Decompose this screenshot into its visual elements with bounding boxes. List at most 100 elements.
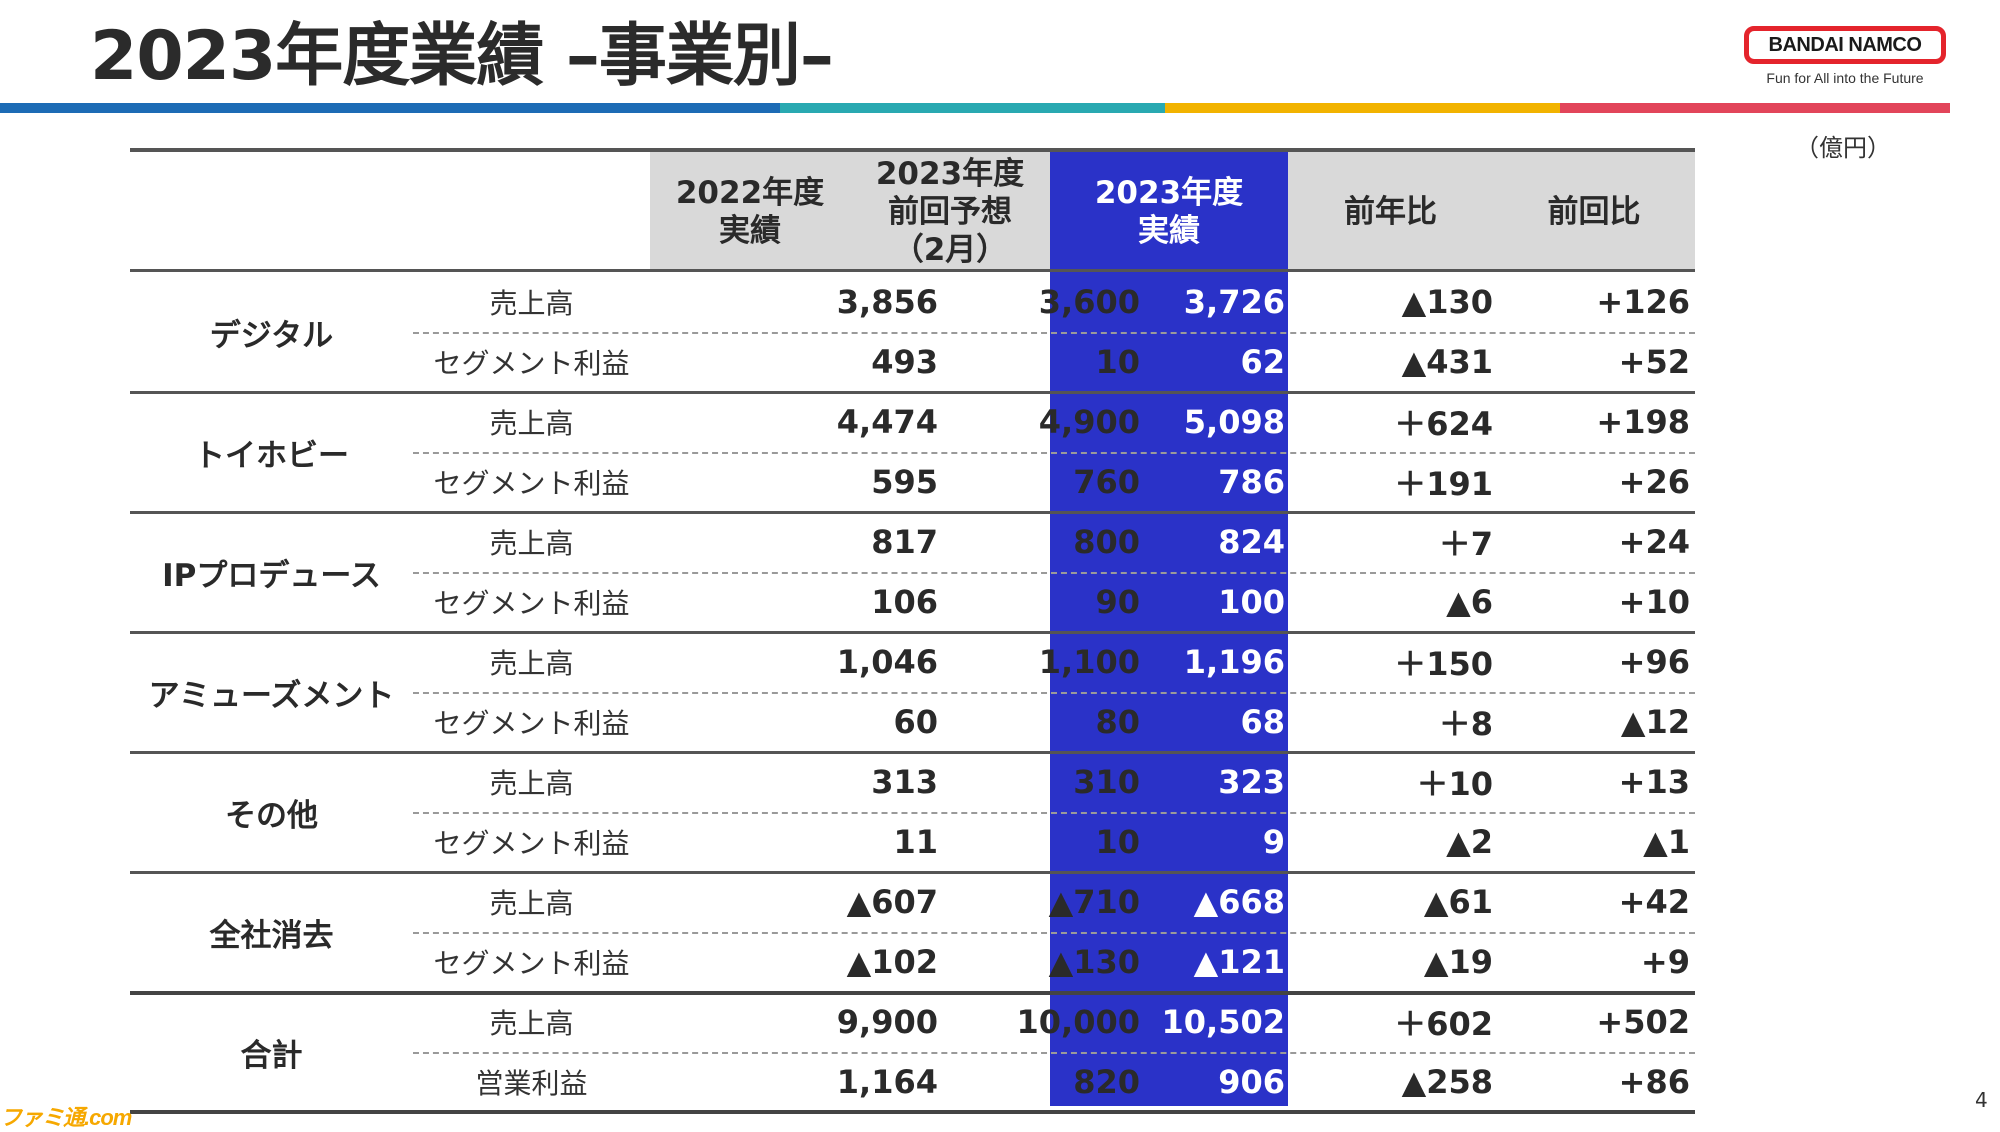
table-cell: 760 bbox=[1073, 463, 1140, 501]
table-cell: ▲130 bbox=[1401, 283, 1493, 321]
table-cell: 800 bbox=[1073, 523, 1140, 561]
table-cell: 1,196 bbox=[1183, 643, 1285, 681]
table-cell: 313 bbox=[871, 763, 938, 801]
segment-name: IPプロデュース bbox=[162, 557, 381, 594]
table-cell: ▲12 bbox=[1620, 703, 1690, 741]
table-cell: ▲19 bbox=[1423, 943, 1493, 981]
table-cell: 80 bbox=[1095, 703, 1140, 741]
metric-label: セグメント利益 bbox=[433, 827, 630, 860]
header-line: 前回比 bbox=[1547, 194, 1641, 230]
table-cell: 10,000 bbox=[1016, 1003, 1140, 1041]
metric-label: 売上高 bbox=[489, 407, 574, 440]
segment-rule bbox=[130, 391, 1695, 394]
metric-label: 売上高 bbox=[489, 287, 574, 320]
header-line: 実績 bbox=[719, 213, 781, 249]
segment-rule bbox=[130, 991, 1695, 995]
segment-rule bbox=[130, 751, 1695, 754]
table-cell: ＋8 bbox=[1438, 705, 1493, 743]
table-cell: ＋624 bbox=[1394, 405, 1493, 443]
segment-rule bbox=[130, 631, 1695, 634]
table-cell: 4,474 bbox=[836, 403, 938, 441]
metric-label: 売上高 bbox=[489, 1007, 574, 1040]
brand-tagline: Fun for All into the Future bbox=[1766, 70, 1924, 86]
header-line: 2023年度 bbox=[1094, 175, 1244, 211]
table-cell: 595 bbox=[871, 463, 938, 501]
metric-label: 売上高 bbox=[489, 647, 574, 680]
unit-label: （億円） bbox=[1795, 134, 1891, 162]
header-2023-actual: 2023年度 実績 bbox=[1050, 152, 1288, 272]
segment-rule bbox=[130, 871, 1695, 874]
metric-label: 営業利益 bbox=[475, 1067, 588, 1100]
stripe-yellow bbox=[1165, 103, 1560, 113]
table-cell: 820 bbox=[1073, 1063, 1140, 1101]
table-cell: 9 bbox=[1262, 823, 1285, 861]
table-cell: 11 bbox=[893, 823, 938, 861]
stripe-red bbox=[1560, 103, 1950, 113]
row-divider bbox=[413, 812, 1695, 814]
header-line: 前年比 bbox=[1344, 194, 1437, 230]
header-yoy: 前年比 bbox=[1288, 152, 1493, 272]
table-cell: +9 bbox=[1640, 943, 1690, 981]
page-title: 2023年度業績 –事業別– bbox=[90, 17, 834, 96]
header-vs-forecast: 前回比 bbox=[1493, 152, 1695, 272]
table-cell: 5,098 bbox=[1183, 403, 1285, 441]
table-cell: +13 bbox=[1618, 763, 1690, 801]
table-cell: ▲2 bbox=[1446, 823, 1493, 861]
header-line: 実績 bbox=[1138, 213, 1200, 249]
table-cell: 100 bbox=[1218, 583, 1285, 621]
table-cell: 68 bbox=[1240, 703, 1285, 741]
table-cell: 9,900 bbox=[836, 1003, 938, 1041]
metric-label: 売上高 bbox=[489, 887, 574, 920]
metric-label: 売上高 bbox=[489, 527, 574, 560]
table-cell: 1,100 bbox=[1038, 643, 1140, 681]
metric-label: 売上高 bbox=[489, 767, 574, 800]
row-divider bbox=[413, 572, 1695, 574]
row-divider bbox=[413, 332, 1695, 334]
header-2022-actual: 2022年度 実績 bbox=[650, 152, 850, 272]
segment-rule bbox=[130, 269, 1695, 272]
page-number: 4 bbox=[1975, 1088, 1988, 1112]
table-cell: +86 bbox=[1618, 1063, 1690, 1101]
table-cell: 62 bbox=[1240, 343, 1285, 381]
table-cell: +502 bbox=[1596, 1003, 1690, 1041]
segment-rule bbox=[130, 511, 1695, 514]
table-bottom-rule bbox=[130, 1110, 1695, 1114]
row-divider bbox=[413, 1052, 1695, 1054]
table-cell: +42 bbox=[1618, 883, 1690, 921]
stripe-teal bbox=[780, 103, 1165, 113]
table-cell: 906 bbox=[1218, 1063, 1285, 1101]
table-cell: ▲607 bbox=[846, 883, 938, 921]
table-cell: ＋602 bbox=[1394, 1005, 1493, 1043]
header-line: 2022年度 bbox=[675, 175, 825, 211]
header-line: 2023年度 bbox=[875, 156, 1025, 192]
segment-results-table: 2022年度 実績 2023年度 前回予想 （2月） 2023年度 実績 前年比… bbox=[130, 148, 1695, 1114]
table-cell: 60 bbox=[893, 703, 938, 741]
header-line: 前回予想 bbox=[888, 194, 1012, 230]
metric-label: セグメント利益 bbox=[433, 707, 630, 740]
table-cell: 10 bbox=[1095, 343, 1140, 381]
stripe-blue bbox=[0, 103, 780, 113]
highlight-column bbox=[1050, 272, 1288, 1106]
table-cell: ▲710 bbox=[1048, 883, 1140, 921]
table-cell: 3,856 bbox=[836, 283, 938, 321]
row-divider bbox=[413, 932, 1695, 934]
table-cell: 90 bbox=[1095, 583, 1140, 621]
table-cell: 817 bbox=[871, 523, 938, 561]
table-cell: 4,900 bbox=[1038, 403, 1140, 441]
table-cell: 824 bbox=[1218, 523, 1285, 561]
metric-label: セグメント利益 bbox=[433, 347, 630, 380]
color-stripe bbox=[0, 103, 1950, 113]
table-cell: +126 bbox=[1596, 283, 1690, 321]
header-line: （2月） bbox=[892, 232, 1008, 268]
table-cell: 323 bbox=[1218, 763, 1285, 801]
table-cell: 10 bbox=[1095, 823, 1140, 861]
row-divider bbox=[413, 452, 1695, 454]
table-cell: +52 bbox=[1618, 343, 1690, 381]
table-cell: +26 bbox=[1618, 463, 1690, 501]
table-cell: 493 bbox=[871, 343, 938, 381]
segment-name: トイホビー bbox=[194, 437, 349, 474]
table-cell: ▲431 bbox=[1401, 343, 1493, 381]
table-cell: 106 bbox=[871, 583, 938, 621]
table-cell: ▲6 bbox=[1446, 583, 1493, 621]
segment-name: アミューズメント bbox=[148, 677, 395, 714]
